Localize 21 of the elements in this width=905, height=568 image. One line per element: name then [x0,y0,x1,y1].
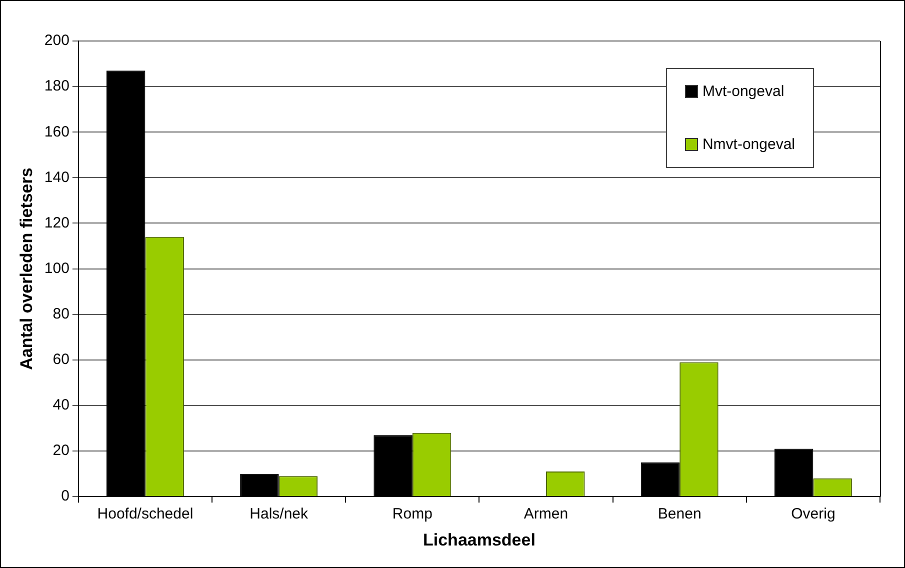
y-tick-label: 100 [44,260,70,277]
y-tick-label: 80 [52,306,70,322]
x-axis-title: Lichaamsdeel [422,530,536,550]
x-tick-label: Hoofd/schedel [97,506,194,523]
y-tick-label: 140 [44,168,70,186]
x-tick-label: Armen [524,506,568,523]
x-tick-label: Hals/nek [250,506,308,523]
x-tick-label: Romp [392,506,432,523]
y-tick-label: 0 [61,488,70,505]
y-tick-label: 120 [44,214,70,232]
y-tick-label: 20 [52,442,70,460]
y-tick-label: 160 [44,123,70,140]
y-tick-label: 180 [44,78,70,95]
legend-label: Mvt-ongeval [702,83,784,100]
legend-label: Nmvt-ongeval [702,136,795,153]
y-tick-label: 40 [52,396,70,414]
y-tick-label: 60 [52,351,70,368]
x-tick-label: Benen [658,506,702,523]
y-axis-title: Aantal overleden fietsers [16,168,36,370]
x-tick-label: Overig [791,506,836,523]
y-tick-label: 200 [44,32,70,50]
